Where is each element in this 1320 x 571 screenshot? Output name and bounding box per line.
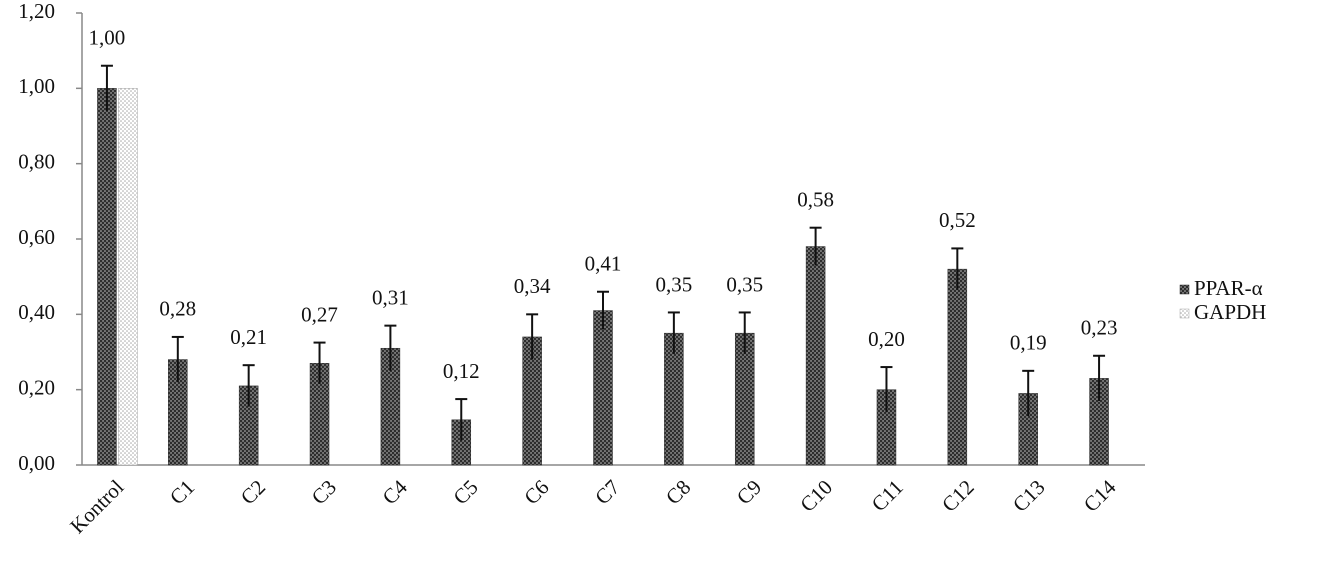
y-tick-label: 0,00 — [18, 451, 55, 475]
data-label: 0,28 — [159, 297, 196, 321]
bar — [947, 268, 968, 466]
data-label: 0,58 — [797, 188, 834, 212]
x-tick-label: C9 — [732, 475, 766, 509]
bar — [118, 88, 138, 466]
data-label: 0,41 — [585, 252, 622, 276]
x-tick-label: C5 — [448, 475, 482, 509]
x-tick-label: C7 — [590, 475, 624, 509]
data-label: 0,35 — [726, 272, 763, 296]
y-tick-label: 0,80 — [18, 149, 55, 173]
y-tick-label: 0,60 — [18, 225, 55, 249]
data-label: 0,23 — [1081, 316, 1118, 340]
bar — [97, 88, 117, 466]
x-tick-label: C4 — [378, 475, 413, 510]
y-tick-label: 1,00 — [18, 74, 55, 98]
x-tick-label: C1 — [165, 475, 199, 509]
x-tick-label: C3 — [307, 475, 341, 509]
y-tick-label: 1,20 — [18, 0, 55, 23]
data-label: 0,12 — [443, 359, 480, 383]
data-label: 0,19 — [1010, 331, 1047, 355]
x-tick-label: C10 — [795, 475, 837, 517]
x-tick-label: C13 — [1008, 475, 1050, 517]
x-tick-label: C2 — [236, 475, 270, 509]
bar — [805, 246, 826, 466]
data-label: 0,34 — [514, 274, 551, 298]
x-tick-label: C8 — [661, 475, 695, 509]
data-label: 0,35 — [655, 272, 692, 296]
data-label: 0,21 — [230, 325, 267, 349]
data-label: 1,00 — [89, 26, 126, 50]
legend-swatch — [1179, 308, 1190, 319]
x-tick-label: C6 — [519, 475, 553, 509]
data-label: 0,27 — [301, 302, 338, 326]
legend-swatch — [1179, 284, 1190, 295]
x-tick-label: Kontrol — [65, 475, 128, 538]
data-label: 0,52 — [939, 208, 976, 232]
legend-label: GAPDH — [1194, 300, 1266, 324]
x-tick-label: C14 — [1079, 475, 1121, 517]
bar — [593, 310, 613, 466]
data-label: 0,31 — [372, 285, 409, 309]
data-label: 0,20 — [868, 327, 905, 351]
x-tick-label: C12 — [937, 475, 979, 517]
y-tick-label: 0,40 — [18, 300, 55, 324]
legend-label: PPAR-α — [1194, 276, 1263, 300]
y-tick-label: 0,20 — [18, 375, 55, 399]
x-tick-label: C11 — [867, 475, 908, 516]
